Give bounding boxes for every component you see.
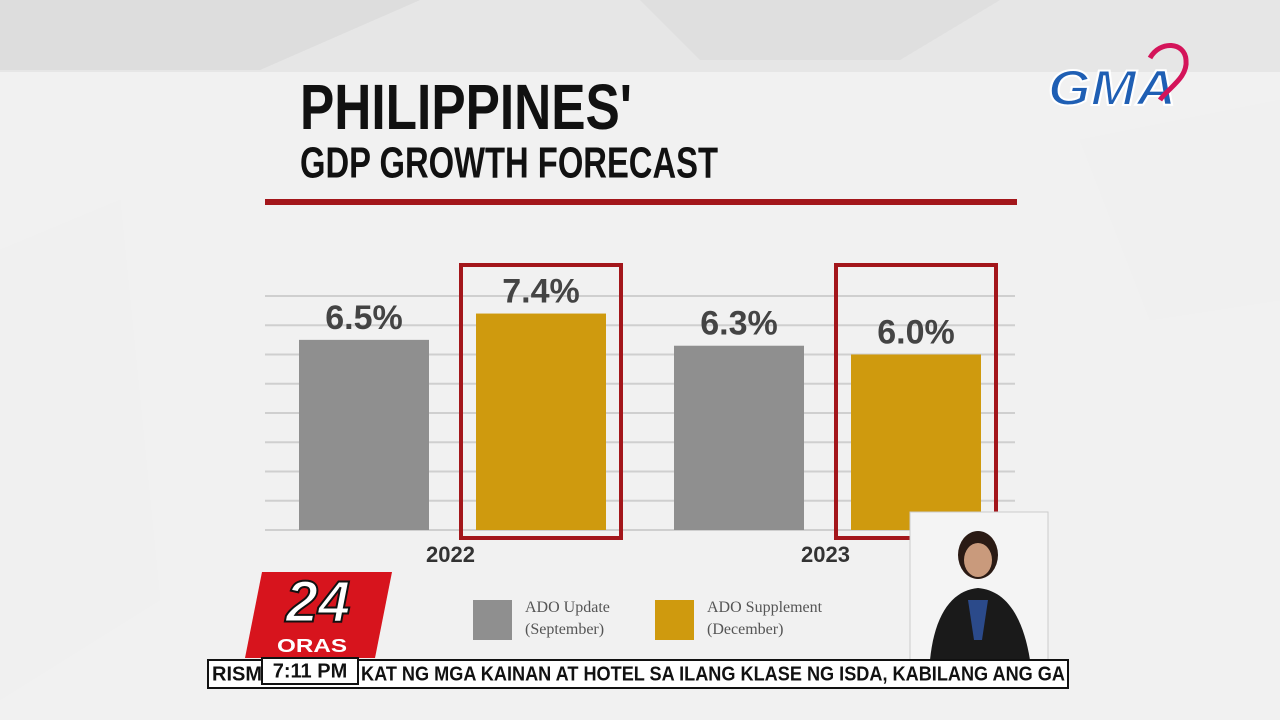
gma-logo: GMA <box>1047 43 1189 117</box>
legend-label: ADO Update (September) <box>525 599 610 638</box>
bar <box>476 313 606 530</box>
signer-inset <box>909 511 1049 661</box>
logo-heart <box>1147 43 1189 102</box>
title-rule <box>265 199 1017 205</box>
program-logo: 24 ORAS 7:11 PM <box>245 568 392 685</box>
legend-label: ADO Supplement (December) <box>707 599 823 638</box>
logo-text: GMA <box>1048 60 1176 116</box>
panel <box>0 72 1280 720</box>
signer-face <box>964 543 992 577</box>
plot-area: 2022 6.5% 7.4% 2023 6.3% 6.0% <box>265 263 1015 567</box>
bar <box>851 354 981 530</box>
signer-shirt <box>968 600 988 640</box>
value-label: 6.3% <box>700 305 778 343</box>
ticker-text: RISM <box>212 663 262 685</box>
clock: 7:11 PM <box>273 660 347 682</box>
bar <box>299 339 429 530</box>
legend-swatch <box>473 600 512 640</box>
program-name: ORAS <box>277 636 347 656</box>
value-label: 6.0% <box>877 313 955 351</box>
bar <box>674 345 804 530</box>
chart-title: PHILIPPINES' <box>300 71 632 143</box>
value-label: 6.5% <box>325 299 403 337</box>
value-label: 7.4% <box>502 273 580 311</box>
highlight-box <box>459 263 623 540</box>
x-tick-label: 2023 <box>801 542 850 567</box>
program-number: 24 <box>285 569 351 634</box>
legend-swatch <box>655 600 694 640</box>
x-tick-label: 2022 <box>426 542 475 567</box>
clock-box <box>261 657 359 685</box>
chart-subtitle: GDP GROWTH FORECAST <box>300 139 718 188</box>
logo-shape <box>245 572 392 658</box>
ticker-text: KAT NG MGA KAINAN AT HOTEL SA ILANG KLAS… <box>361 663 1065 685</box>
